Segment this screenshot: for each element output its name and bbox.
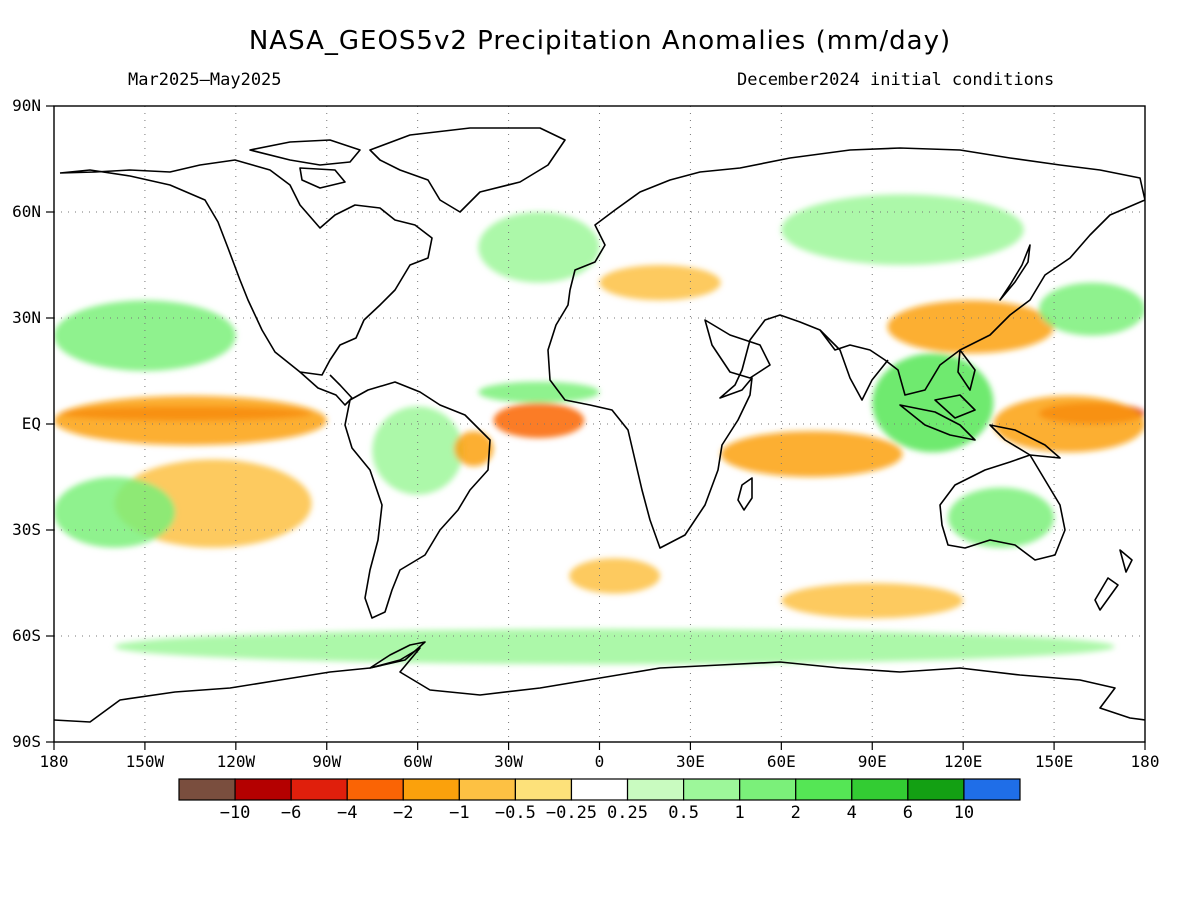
japan-coast xyxy=(999,244,1031,301)
eurasia-africa-coast xyxy=(547,147,1145,549)
anomaly-siberia-wet xyxy=(781,194,1024,265)
colorbar-label: 0.5 xyxy=(668,803,699,823)
arctic-islands-coast xyxy=(249,139,361,189)
anomaly-australia-wet xyxy=(948,487,1055,548)
antarctic-peninsula-coast xyxy=(369,641,426,669)
lat-tick-label: 60N xyxy=(12,202,41,221)
coastlines xyxy=(54,127,1145,723)
new-zealand-coast xyxy=(1094,549,1133,611)
colorbar-label: 6 xyxy=(903,803,913,823)
colorbar-swatch xyxy=(458,778,517,801)
lat-tick-label: 30S xyxy=(12,520,41,539)
lon-tick-label: 120W xyxy=(217,752,256,771)
initial-conditions: December2024 initial conditions xyxy=(737,70,1055,90)
lon-tick-label: 150W xyxy=(126,752,165,771)
anomaly-southern-ocean-dry xyxy=(781,583,964,619)
lat-tick-label: 90N xyxy=(12,96,41,115)
anomaly-southern-ocean-wet xyxy=(114,628,1115,665)
lat-tick-label: 60S xyxy=(12,626,41,645)
colorbar-swatch xyxy=(234,778,292,801)
colorbar-legend: −10 −6 −4 −2 −1 −0.5 −0.25 0.25 0.5 1 2 4 6 10 xyxy=(178,778,1021,823)
colorbar-label: 10 xyxy=(954,803,974,823)
australia-coast xyxy=(939,454,1066,561)
lon-tick-label: 0 xyxy=(595,752,605,771)
anomaly-south-pacific-wet xyxy=(54,476,176,548)
anomaly-atlantic-dry xyxy=(493,402,585,439)
anomaly-atlantic-itcz-wet xyxy=(478,381,600,403)
colorbar-label: −4 xyxy=(337,803,357,823)
indonesia-coast xyxy=(899,349,1061,459)
anomaly-north-pacific-wet xyxy=(54,300,236,371)
colorbar-label: 0.25 xyxy=(607,803,648,823)
gridlines xyxy=(54,106,1145,742)
anomaly-maritime-continent-wet xyxy=(872,353,994,453)
india-coast xyxy=(819,329,889,401)
colorbar-swatch xyxy=(739,778,797,801)
colorbar-label: 2 xyxy=(791,803,801,823)
colorbar-swatch xyxy=(346,778,404,801)
lon-tick-label: 120E xyxy=(944,752,983,771)
colorbar-swatch xyxy=(626,778,685,801)
anomaly-field xyxy=(54,194,1145,665)
south-america-coast xyxy=(344,381,491,619)
anomaly-amazon-wet xyxy=(372,406,464,495)
lon-tick-label: 30E xyxy=(676,752,705,771)
greenland-coast xyxy=(369,127,566,213)
colorbar-label: −10 xyxy=(220,803,251,823)
lon-tick-label: 180 xyxy=(40,752,69,771)
colorbar-swatch xyxy=(178,778,236,801)
lon-tick-label: 90E xyxy=(858,752,887,771)
colorbar-swatch xyxy=(963,778,1021,801)
colorbar-swatch xyxy=(851,778,909,801)
antarctica-coast xyxy=(54,647,1145,723)
longitude-labels: 180 150W 120W 90W 60W 30W 0 30E 60E 90E 120E 150E 18… xyxy=(40,742,1160,771)
north-america-coast xyxy=(59,159,433,376)
colorbar-swatch xyxy=(402,778,460,801)
lon-tick-label: 60E xyxy=(767,752,796,771)
lat-tick-label: 90S xyxy=(12,732,41,751)
colorbar-swatch xyxy=(290,778,348,801)
colorbar-label: −0.25 xyxy=(546,803,597,823)
anomaly-central-pacific-dry-band xyxy=(54,395,327,446)
colorbar-label: −1 xyxy=(449,803,469,823)
colorbar-swatch xyxy=(795,778,853,801)
colorbar-label: −0.5 xyxy=(495,803,536,823)
chart-title: NASA_GEOS5v2 Precipitation Anomalies (mm… xyxy=(248,26,952,56)
madagascar-coast xyxy=(737,477,753,511)
anomaly-brazil-east-dry xyxy=(454,431,494,467)
colorbar-label: 1 xyxy=(735,803,745,823)
colorbar-swatch xyxy=(907,778,965,801)
latitude-labels: 90N 60N 30N EQ 30S 60S 90S xyxy=(12,96,54,751)
lon-tick-label: 60W xyxy=(403,752,432,771)
lon-tick-label: 30W xyxy=(494,752,523,771)
anomaly-south-atlantic-dry xyxy=(569,558,661,594)
anomaly-north-atlantic-wet xyxy=(478,212,600,283)
anomaly-indian-ocean-dry xyxy=(720,431,903,477)
lon-tick-label: 180 xyxy=(1131,752,1160,771)
colorbar-swatch xyxy=(514,778,573,801)
colorbar-label: −2 xyxy=(393,803,413,823)
arabia-coast xyxy=(704,319,771,379)
lon-tick-label: 90W xyxy=(312,752,341,771)
lon-tick-label: 150E xyxy=(1035,752,1074,771)
colorbar-swatch xyxy=(682,778,741,801)
colorbar-label: −6 xyxy=(281,803,301,823)
colorbar-label: 4 xyxy=(847,803,857,823)
lat-tick-label: EQ xyxy=(22,414,41,433)
central-america-coast xyxy=(299,371,353,406)
forecast-period: Mar2025—May2025 xyxy=(128,70,282,90)
lat-tick-label: 30N xyxy=(12,308,41,327)
colorbar-swatch xyxy=(570,778,629,801)
anomaly-europe-dry xyxy=(599,265,721,301)
anomaly-north-pacific-east-wet xyxy=(1038,282,1145,336)
